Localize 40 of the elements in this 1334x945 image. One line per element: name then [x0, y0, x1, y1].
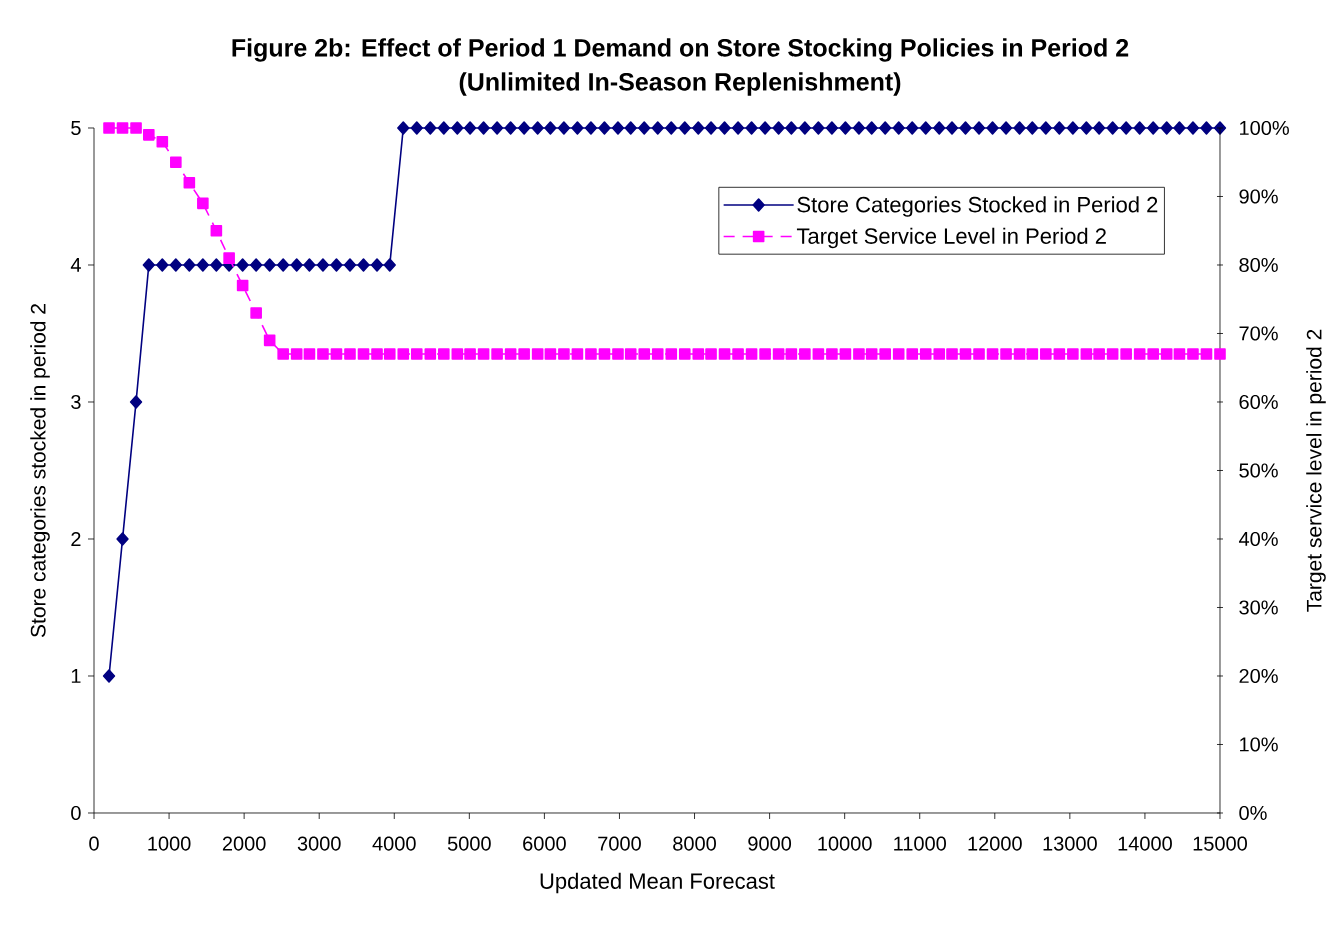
x-tick-label: 15000: [1193, 836, 1247, 851]
x-tick-label: 0: [89, 836, 99, 851]
x-tick-label: 1000: [148, 836, 191, 851]
y2-tick-label: 90%: [1239, 189, 1278, 204]
y-tick-label: 0: [71, 805, 81, 821]
y-tick-label: 2: [71, 532, 81, 546]
x-tick-label: 2000: [222, 836, 266, 851]
x-tick-label: 6000: [523, 836, 566, 851]
x-tick-label: 4000: [372, 836, 416, 851]
chart-title: Figure 2b: Effect of Period 1 Demand on Store Stocking Policies in Period 2: [232, 38, 1129, 62]
y-tick-label: 5: [71, 121, 81, 135]
y-axis-title: Store categories stocked in period 2: [30, 304, 50, 638]
chart-subtitle: (Unlimited In-Season Replenishment): [459, 72, 901, 96]
legend-label: Target Service Level in Period 2: [796, 227, 1106, 249]
y2-tick-label: 50%: [1239, 463, 1278, 478]
y2-tick-label: 80%: [1239, 257, 1278, 273]
legend-label: Store Categories Stocked in Period 2: [797, 196, 1158, 217]
y2-tick-label: 10%: [1240, 737, 1278, 752]
x-tick-label: 12000: [968, 836, 1022, 851]
y-tick-label: 3: [71, 394, 81, 410]
y2-tick-label: 20%: [1239, 668, 1278, 684]
x-tick-label: 11000: [894, 836, 946, 851]
y2-tick-label: 70%: [1239, 326, 1278, 341]
x-tick-label: 8000: [673, 836, 716, 851]
y2-tick-label: 0%: [1239, 805, 1267, 821]
x-tick-label: 3000: [297, 836, 341, 851]
x-tick-label: 14000: [1118, 836, 1172, 851]
y2-tick-label: 100%: [1240, 120, 1289, 136]
x-tick-label: 9000: [748, 836, 792, 851]
y2-axis-title: Target service level in period 2: [1306, 329, 1326, 612]
y-tick-label: 1: [71, 669, 81, 683]
y2-tick-label: 60%: [1239, 394, 1278, 410]
y2-tick-label: 30%: [1239, 600, 1278, 615]
x-tick-label: 7000: [598, 836, 641, 851]
x-tick-label: 5000: [447, 836, 491, 851]
x-axis-title: Updated Mean Forecast: [540, 872, 775, 894]
x-tick-label: 13000: [1043, 836, 1097, 851]
y-tick-label: 4: [70, 258, 81, 272]
y2-tick-label: 40%: [1238, 531, 1278, 547]
x-tick-label: 10000: [818, 836, 872, 851]
